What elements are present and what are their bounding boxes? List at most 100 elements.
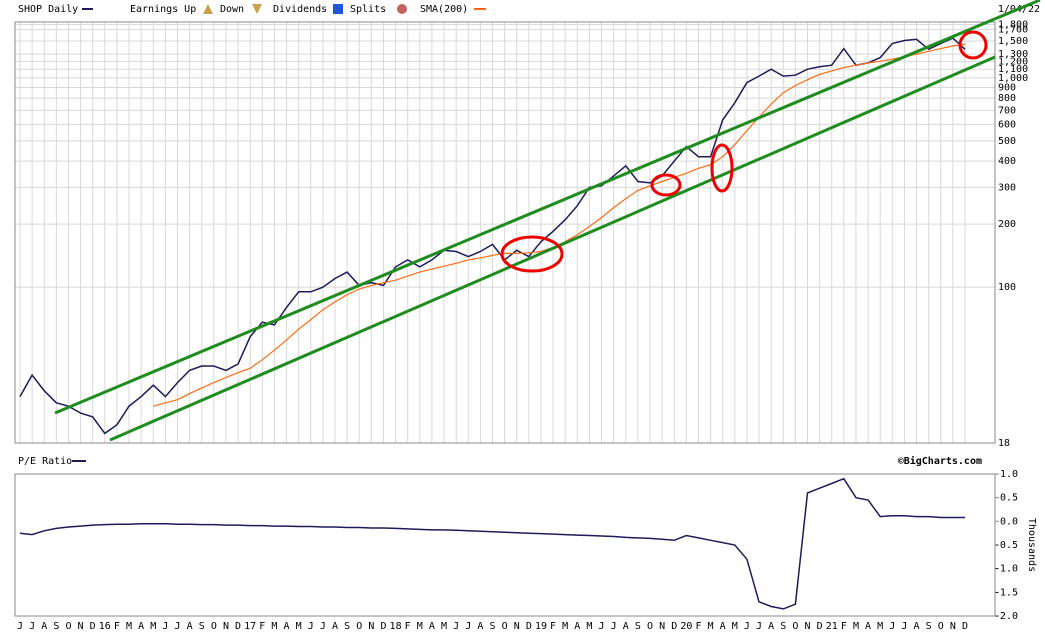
x-tick-label: O — [647, 621, 653, 632]
x-tick-label: O — [938, 621, 944, 632]
x-tick-label: J — [889, 621, 895, 632]
x-tick-label: S — [489, 621, 495, 632]
source: ©BigCharts.com — [898, 455, 982, 467]
x-tick-label: D — [526, 621, 532, 632]
split-icon — [397, 4, 407, 14]
trend-line — [109, 55, 996, 442]
x-tick-label: S — [344, 621, 350, 632]
x-tick-label: D — [962, 621, 968, 632]
highlight-circle — [710, 143, 734, 193]
y-tick-label: 700 — [998, 105, 1016, 116]
x-tick-label: A — [914, 621, 920, 632]
x-tick-label: A — [574, 621, 580, 632]
x-tick-label: J — [308, 621, 314, 632]
x-tick-label: A — [332, 621, 338, 632]
x-tick-label: F — [550, 621, 556, 632]
x-tick-label: J — [320, 621, 326, 632]
x-tick-label: J — [162, 621, 168, 632]
x-tick-label: M — [296, 621, 302, 632]
legend-down: Down — [220, 4, 244, 15]
y-tick-label: 900 — [998, 82, 1016, 93]
x-tick-label: J — [17, 621, 23, 632]
x-tick-label: A — [768, 621, 774, 632]
x-tick-label: J — [901, 621, 907, 632]
x-tick-label: M — [708, 621, 714, 632]
x-tick-label: O — [211, 621, 217, 632]
x-tick-label: N — [368, 621, 374, 632]
y-tick-label: -0.5 — [994, 540, 1018, 551]
y-tick-label: 1,200 — [998, 56, 1028, 67]
y-tick-label: 1.0 — [1000, 469, 1018, 480]
legend-earnings-up: Earnings Up — [130, 4, 196, 15]
legend-sma: SMA(200) — [420, 4, 468, 15]
y-tick-label: 400 — [998, 156, 1016, 167]
x-tick-label: O — [65, 621, 71, 632]
y-tick-label: 1,500 — [998, 36, 1028, 47]
panel-frame — [14, 473, 996, 617]
x-tick-label: N — [223, 621, 229, 632]
x-tick-label: F — [841, 621, 847, 632]
y-tick-label: 1,000 — [998, 73, 1028, 84]
x-tick-label: F — [259, 621, 265, 632]
x-tick-label: A — [429, 621, 435, 632]
legend: SHOP Daily Earnings Up Down Dividends Sp… — [18, 4, 1040, 15]
x-tick-label: J — [744, 621, 750, 632]
x-tick-label: J — [611, 621, 617, 632]
trend-line — [54, 0, 1041, 415]
x-tick-label: M — [853, 621, 859, 632]
x-tick-label: 17 — [244, 621, 256, 632]
x-tick-label: S — [780, 621, 786, 632]
y-tick-label: -1.0 — [994, 564, 1018, 575]
x-tick-label: A — [623, 621, 629, 632]
x-tick-label: A — [720, 621, 726, 632]
y-tick-label: 1,100 — [998, 64, 1028, 75]
legend-splits: Splits — [350, 4, 386, 15]
x-tick-label: 21 — [826, 621, 838, 632]
x-tick-label: N — [78, 621, 84, 632]
x-tick-label: S — [53, 621, 59, 632]
x-tick-label: M — [417, 621, 423, 632]
x-tick-label: J — [756, 621, 762, 632]
x-tick-label: A — [865, 621, 871, 632]
series-line — [19, 477, 965, 610]
dividend-icon — [333, 4, 343, 14]
x-tick-label: F — [695, 621, 701, 632]
x-tick-label: 20 — [680, 621, 692, 632]
x-tick-label: A — [284, 621, 290, 632]
x-tick-label: D — [90, 621, 96, 632]
x-tick-label: F — [405, 621, 411, 632]
x-tick-label: D — [817, 621, 823, 632]
y-tick-label: 600 — [998, 119, 1016, 130]
y-tick-label: 0.5 — [1000, 493, 1018, 504]
x-tick-label: M — [562, 621, 568, 632]
series-line — [19, 37, 966, 435]
y-axis-label: Thousands — [1026, 518, 1037, 572]
x-tick-label: J — [29, 621, 35, 632]
panel-frame — [14, 21, 996, 444]
x-tick-label: M — [732, 621, 738, 632]
x-tick-label: F — [114, 621, 120, 632]
x-tick-label: J — [453, 621, 459, 632]
y-tick-label: 0.0 — [1000, 516, 1018, 527]
y-tick-label: 18 — [998, 438, 1010, 449]
x-tick-label: J — [599, 621, 605, 632]
highlight-circle — [650, 173, 682, 197]
x-tick-label: J — [465, 621, 471, 632]
y-tick-label: 800 — [998, 93, 1016, 104]
x-tick-label: A — [477, 621, 483, 632]
y-tick-label: 1,300 — [998, 49, 1028, 60]
x-tick-label: N — [804, 621, 810, 632]
x-tick-label: 18 — [390, 621, 402, 632]
y-tick-label: 200 — [998, 219, 1016, 230]
down-icon — [252, 4, 262, 14]
x-tick-label: O — [792, 621, 798, 632]
x-tick-label: D — [671, 621, 677, 632]
highlight-circle — [500, 235, 564, 273]
up-icon — [203, 4, 213, 14]
x-tick-label: M — [441, 621, 447, 632]
x-tick-label: O — [356, 621, 362, 632]
y-tick-label: 500 — [998, 136, 1016, 147]
legend-dividends: Dividends — [273, 4, 327, 15]
